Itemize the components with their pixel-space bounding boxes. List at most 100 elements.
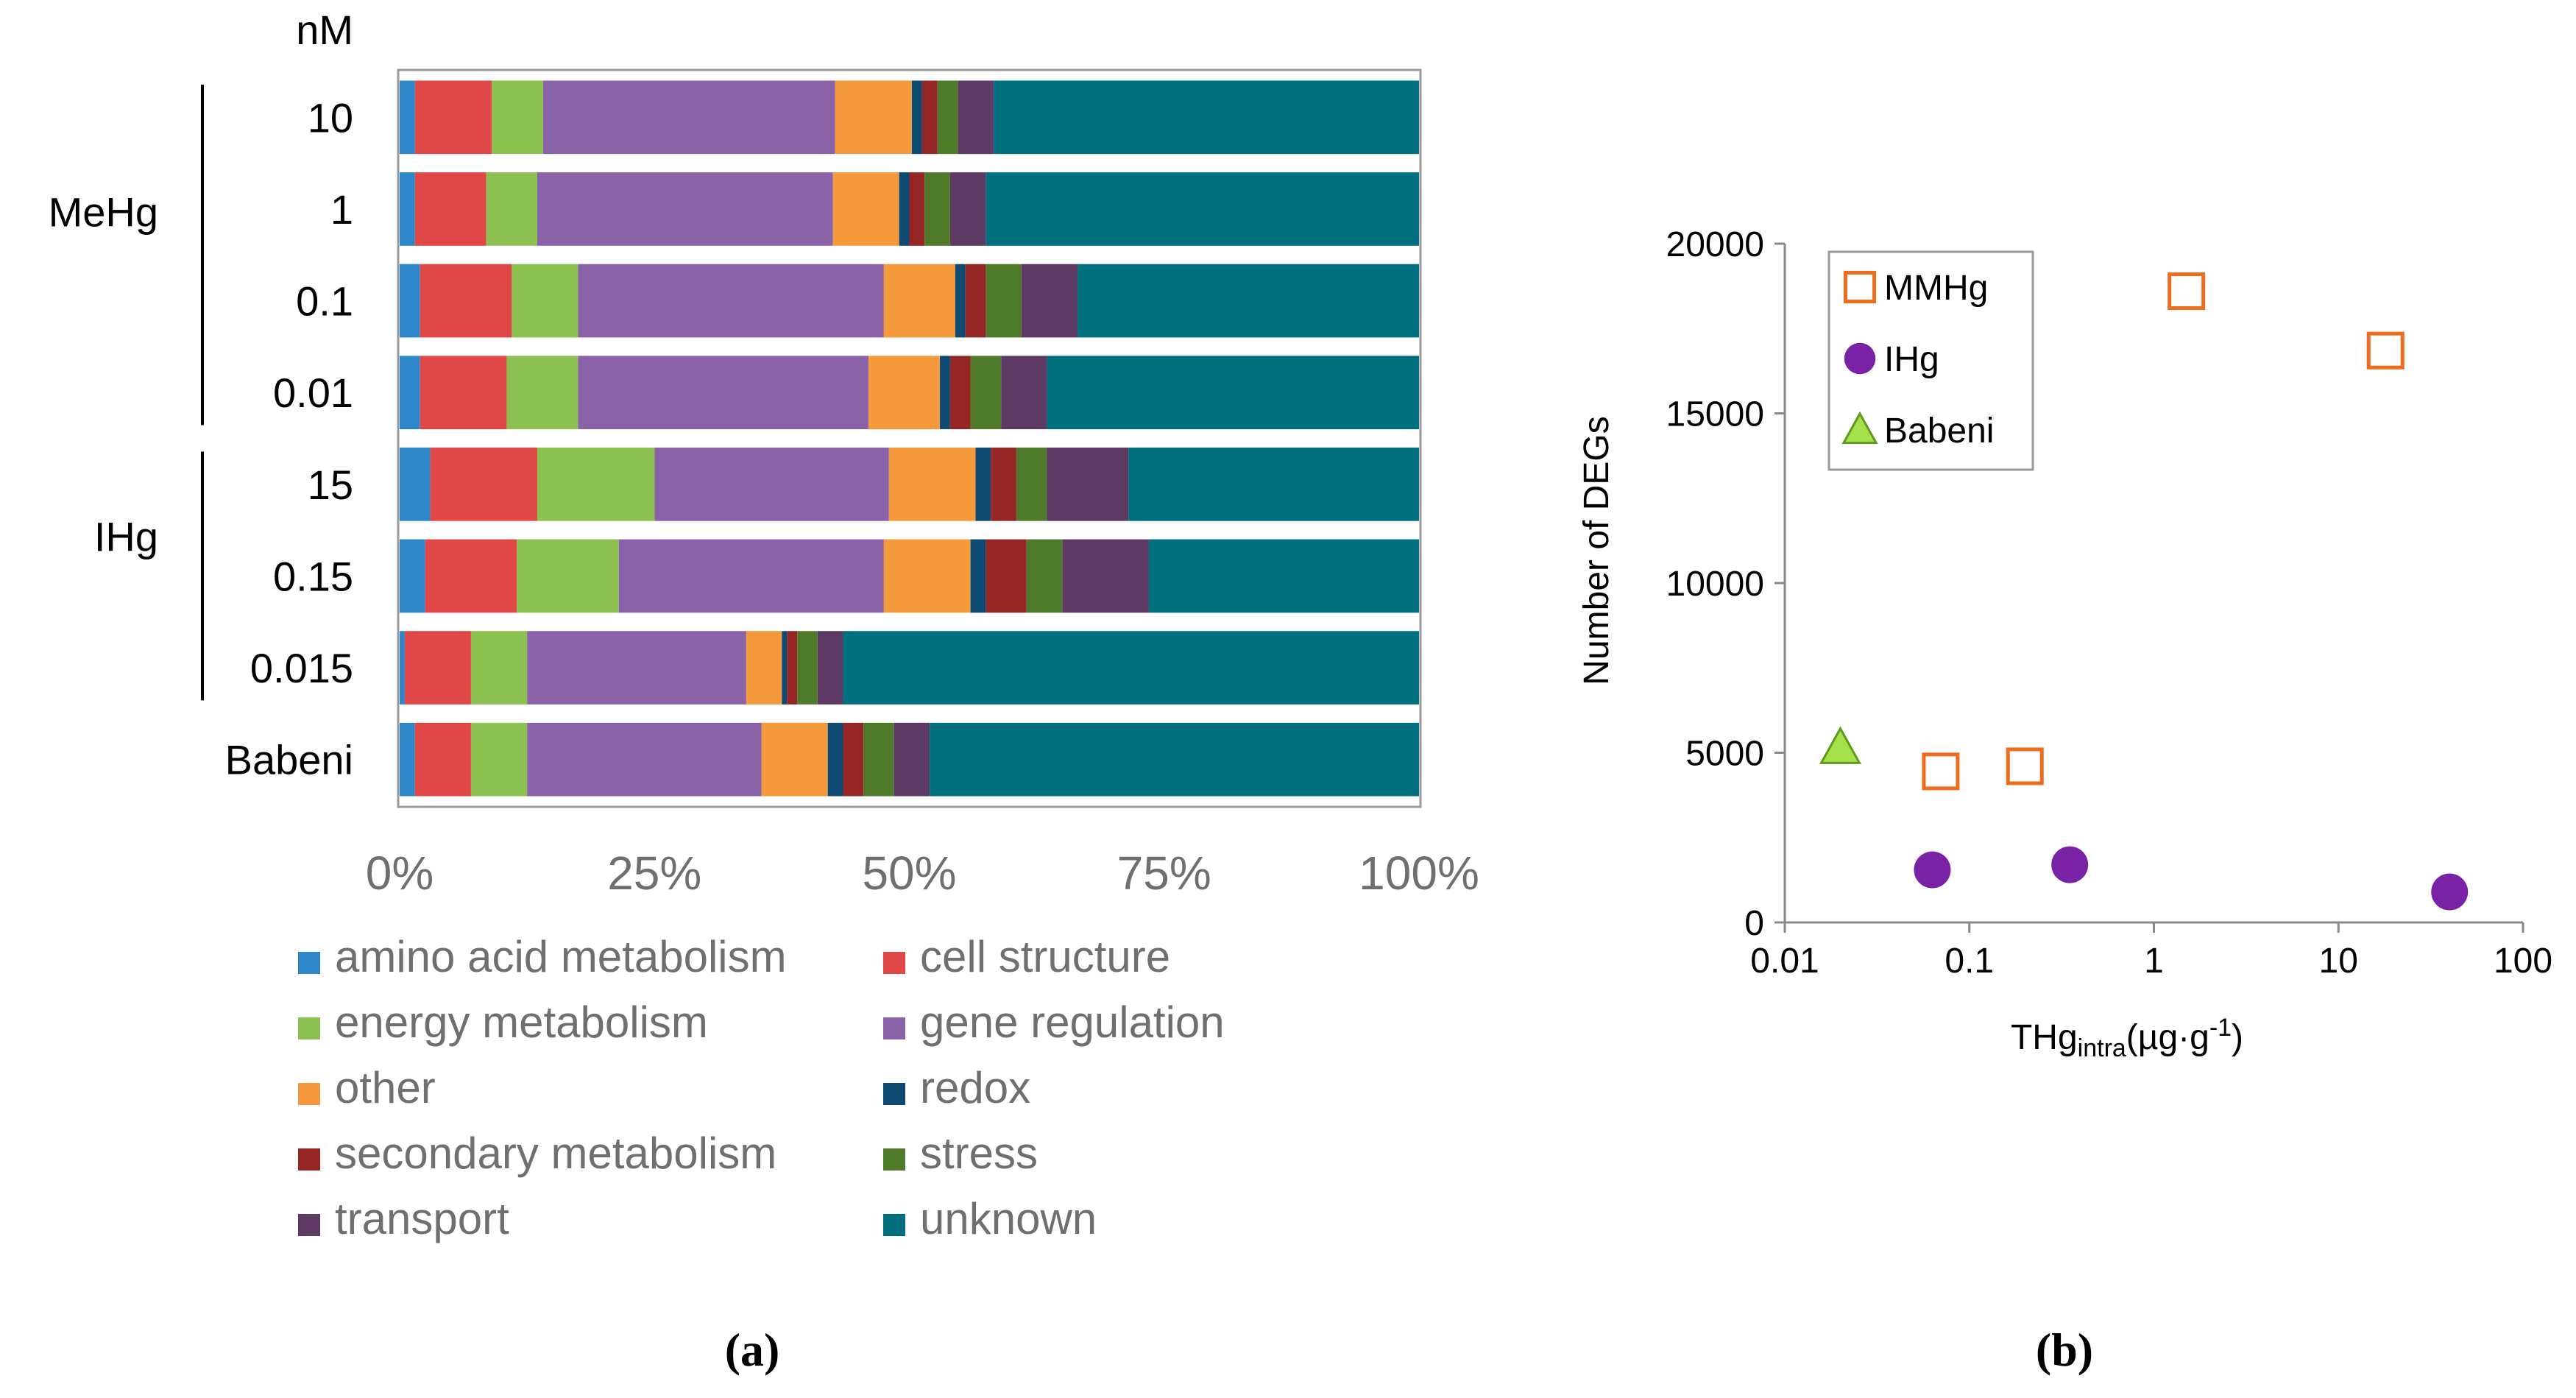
bar-segment-stress-0-1 bbox=[986, 264, 1022, 338]
bar-segment-unknown-0-015 bbox=[843, 631, 1419, 705]
bar-segment-unknown-0-01 bbox=[1047, 356, 1419, 430]
bar-segment-other-babeni bbox=[761, 722, 828, 797]
bar-segment-other-0-01 bbox=[868, 356, 941, 430]
point-ihg bbox=[2051, 846, 2089, 883]
bar-segment-secondary-metabolism-15 bbox=[991, 447, 1016, 521]
group-label-mehg: MeHg bbox=[49, 188, 158, 235]
bar-segment-other-0-1 bbox=[883, 264, 955, 338]
bar-segment-transport-0-01 bbox=[1001, 356, 1047, 430]
bar-segment-secondary-metabolism-0-15 bbox=[986, 539, 1027, 613]
x-tick-label: 25% bbox=[607, 847, 701, 900]
legend-label-ihg: IHg bbox=[1884, 340, 1939, 379]
bar-segment-cell-structure-10 bbox=[414, 80, 492, 155]
legend-swatch-cell-structure bbox=[883, 952, 905, 974]
point-ihg bbox=[2431, 873, 2469, 911]
bar-segment-redox-1 bbox=[899, 172, 910, 246]
x-tick-label: 50% bbox=[862, 847, 956, 900]
y-axis-label: Number of DEGs bbox=[1577, 416, 1616, 685]
x-axis-label-sub: intra bbox=[2078, 1034, 2126, 1062]
panel-a-caption: (a) bbox=[725, 1324, 780, 1376]
bar-segment-cell-structure-15 bbox=[430, 447, 537, 521]
y-tick-labels: 0 5000 10000 15000 20000 bbox=[1666, 225, 1785, 943]
bar-segment-transport-babeni bbox=[894, 722, 930, 797]
bar-segment-amino-acid-metabolism-10 bbox=[400, 80, 415, 155]
bar-segment-cell-structure-0-15 bbox=[425, 539, 517, 613]
bar-segment-gene-regulation-0-15 bbox=[618, 539, 884, 613]
x-tick-label: 0% bbox=[366, 847, 434, 900]
point-mmhg bbox=[2006, 747, 2044, 786]
group-labels: MeHg IHg bbox=[49, 85, 204, 701]
legend-label-other: other bbox=[335, 1063, 436, 1112]
stacked-bar-chart: 10 1 0.1 0.01 15 0.15 0.015 Babeni nM MeHg IHg 0… bbox=[49, 7, 1479, 1376]
y-tick-label: 10000 bbox=[1666, 565, 1764, 604]
x-axis-label-close: ) bbox=[2232, 1018, 2243, 1057]
bar-segment-stress-15 bbox=[1016, 447, 1047, 521]
bar-segment-amino-acid-metabolism-1 bbox=[400, 172, 415, 246]
point-babeni bbox=[1819, 726, 1862, 764]
bar-segment-transport-10 bbox=[958, 80, 994, 155]
bar-segment-cell-structure-0-015 bbox=[404, 631, 471, 705]
bar-segment-secondary-metabolism-0-1 bbox=[965, 264, 986, 338]
bar-segment-unknown-15 bbox=[1128, 447, 1419, 521]
bar-segment-stress-1 bbox=[924, 172, 950, 246]
x-axis-label-main: THg bbox=[2011, 1018, 2078, 1057]
legend-swatch-unknown bbox=[883, 1214, 905, 1236]
category-labels: 10 1 0.1 0.01 15 0.15 0.015 Babeni bbox=[225, 94, 353, 783]
legend-label-unknown: unknown bbox=[920, 1194, 1097, 1243]
bar-segment-energy-metabolism-1 bbox=[486, 172, 537, 246]
bar-segment-transport-0-15 bbox=[1062, 539, 1149, 613]
legend-label-transport: transport bbox=[335, 1194, 509, 1243]
bar-segment-stress-0-15 bbox=[1026, 539, 1063, 613]
x-tick-labels: 0% 25% 50% 75% 100% bbox=[366, 847, 1479, 900]
unit-label: nM bbox=[296, 7, 353, 53]
bar-segment-redox-15 bbox=[975, 447, 991, 521]
bar-segment-amino-acid-metabolism-15 bbox=[400, 447, 431, 521]
bar-segment-secondary-metabolism-0-01 bbox=[949, 356, 971, 430]
x-tick-label: 75% bbox=[1117, 847, 1211, 900]
x-tick-label: 1 bbox=[2144, 942, 2164, 981]
x-tick-label: 0.01 bbox=[1750, 942, 1819, 981]
bar-segment-energy-metabolism-0-1 bbox=[512, 264, 578, 338]
category-label: Babeni bbox=[225, 737, 353, 783]
x-tick-label: 100 bbox=[2494, 942, 2552, 981]
category-label: 15 bbox=[308, 462, 353, 508]
bar-segment-stress-0-01 bbox=[970, 356, 1002, 430]
legend-swatch-secondary-metabolism bbox=[298, 1148, 320, 1171]
bar-segment-gene-regulation-0-015 bbox=[527, 631, 746, 705]
bar-segment-redox-10 bbox=[911, 80, 922, 155]
bar-segment-stress-0-015 bbox=[797, 631, 818, 705]
bar-segment-unknown-1 bbox=[986, 172, 1419, 246]
y-tick-label: 20000 bbox=[1666, 225, 1764, 264]
bar-segment-other-15 bbox=[888, 447, 976, 521]
data-points bbox=[1819, 272, 2469, 911]
x-axis-label-unit: (µg·g bbox=[2126, 1018, 2209, 1057]
panel-b-caption: (b) bbox=[2036, 1324, 2093, 1376]
y-tick-label: 5000 bbox=[1685, 735, 1764, 774]
scatter-chart: 0 5000 10000 15000 20000 0.01 0.1 1 10 100 Numbe… bbox=[1577, 225, 2552, 1376]
bar-segment-other-0-015 bbox=[746, 631, 782, 705]
bar-segment-amino-acid-metabolism-0-1 bbox=[400, 264, 420, 338]
category-label: 0.015 bbox=[250, 645, 353, 691]
bar-segment-energy-metabolism-0-01 bbox=[506, 356, 578, 430]
legend-swatch-amino-acid-metabolism bbox=[298, 952, 320, 974]
bar-segment-cell-structure-babeni bbox=[414, 722, 471, 797]
category-label: 10 bbox=[308, 94, 353, 141]
x-axis-label: THgintra(µg·g-1) bbox=[2011, 1014, 2243, 1062]
legend: amino acid metabolism cell structure energ… bbox=[298, 932, 1225, 1243]
bar-segment-redox-0-01 bbox=[940, 356, 950, 430]
legend-swatch-stress bbox=[883, 1148, 905, 1171]
bar-segment-transport-0-015 bbox=[817, 631, 843, 705]
bar-segment-redox-0-1 bbox=[955, 264, 966, 338]
category-label: 0.01 bbox=[273, 370, 353, 416]
legend-label-secondary-metabolism: secondary metabolism bbox=[335, 1129, 776, 1178]
legend-label-redox: redox bbox=[920, 1063, 1030, 1112]
bar-segment-cell-structure-0-1 bbox=[420, 264, 512, 338]
legend-swatch-energy-metabolism bbox=[298, 1017, 320, 1039]
category-label: 0.15 bbox=[273, 553, 353, 599]
bar-segment-secondary-metabolism-10 bbox=[921, 80, 938, 155]
bar-segment-stress-babeni bbox=[863, 722, 894, 797]
x-tick-label: 100% bbox=[1359, 847, 1479, 900]
bar-segment-energy-metabolism-babeni bbox=[470, 722, 528, 797]
legend: MMHg IHg Babeni bbox=[1827, 250, 2034, 471]
point-mmhg bbox=[2366, 331, 2405, 370]
